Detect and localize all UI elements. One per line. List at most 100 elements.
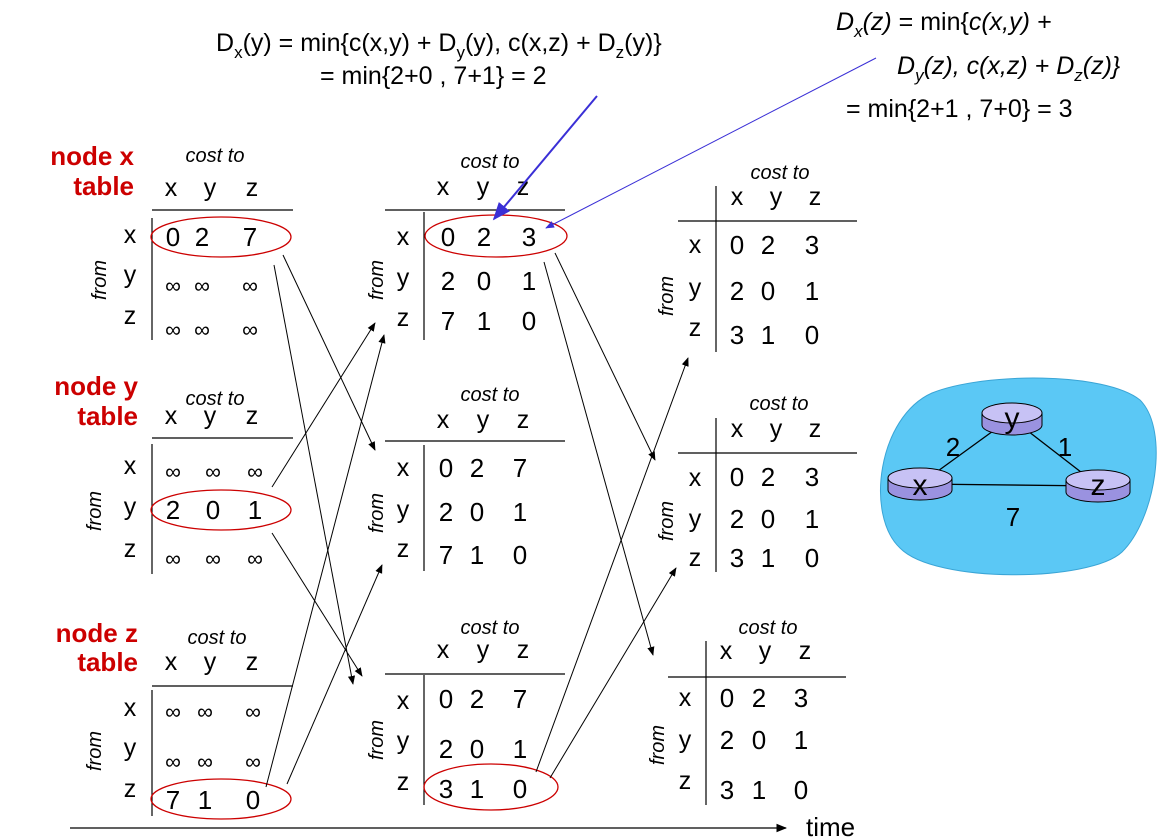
- arrow-c1y-to-c2z: [271, 532, 363, 677]
- cell-z-z: 0: [794, 775, 808, 805]
- cell-y-z: ∞: [245, 749, 261, 774]
- edge-x-z-cost: 7: [1006, 502, 1020, 532]
- row-header-x: x: [397, 223, 410, 251]
- row-header-y: y: [124, 493, 137, 521]
- cell-z-y: 1: [470, 540, 484, 570]
- column-header-y: y: [759, 637, 772, 665]
- from-label: from: [366, 260, 388, 300]
- cell-y-y: 0: [477, 266, 491, 296]
- cell-z-y: ∞: [194, 317, 210, 342]
- arrow-c2z-to-c3y: [549, 567, 677, 779]
- column-header-y: y: [477, 173, 490, 201]
- arrow-c2x-to-c3y: [554, 252, 656, 461]
- eq-right-sub-z: z: [1073, 66, 1083, 85]
- column-header-y: y: [204, 402, 217, 430]
- row-header-z: z: [397, 768, 410, 796]
- arrow-c2x-to-c3z: [543, 261, 655, 656]
- eq-right-sub-x: x: [853, 22, 863, 41]
- oval-c1z-row-z: [150, 778, 292, 820]
- router-z: z: [1065, 469, 1131, 503]
- cell-y-y: 0: [470, 734, 484, 764]
- column-header-x: x: [165, 402, 178, 430]
- column-header-z: z: [246, 402, 259, 430]
- from-label: from: [366, 720, 388, 760]
- column-header-y: y: [770, 415, 783, 443]
- row-header-y: y: [679, 726, 692, 754]
- row-header-x: x: [124, 221, 137, 249]
- cell-z-x: 3: [730, 543, 744, 573]
- cell-x-z: 7: [513, 453, 527, 483]
- eq-right-text2: = min{: [892, 8, 969, 36]
- cell-y-z: 1: [805, 504, 819, 534]
- edge-y-z-cost: 1: [1058, 432, 1072, 462]
- column-header-z: z: [809, 183, 822, 211]
- oval-c2z-row-z: [423, 763, 559, 811]
- column-header-z: z: [246, 648, 259, 676]
- node-z-label-line2: table: [77, 647, 138, 677]
- row-header-x: x: [124, 452, 137, 480]
- cell-z-y: 1: [470, 774, 484, 804]
- row-header-y: y: [689, 274, 702, 302]
- eq-left-sub-x: x: [234, 43, 243, 62]
- cell-x-x: 0: [166, 222, 180, 252]
- column-header-z: z: [246, 174, 259, 202]
- from-label: from: [656, 501, 678, 541]
- cell-y-z: 1: [805, 276, 819, 306]
- cell-z-z: 0: [513, 774, 527, 804]
- cell-z-x: 7: [166, 785, 180, 815]
- cell-z-z: ∞: [247, 546, 263, 571]
- cost-to-label: cost to: [461, 617, 520, 639]
- row-header-x: x: [689, 464, 702, 492]
- row-header-z: z: [124, 302, 137, 330]
- row-header-x: x: [397, 687, 410, 715]
- row-header-x: x: [679, 684, 692, 712]
- node-x-label-line2: table: [73, 171, 134, 201]
- row-header-z: z: [124, 535, 137, 563]
- cell-z-x: 3: [730, 320, 744, 350]
- row-header-y: y: [397, 727, 410, 755]
- cell-x-x: 0: [439, 684, 453, 714]
- column-header-x: x: [437, 406, 450, 434]
- cell-z-x: 3: [720, 775, 734, 805]
- pointer-eq-dx-z: [545, 57, 877, 229]
- cell-y-x: 2: [720, 725, 734, 755]
- column-header-x: x: [731, 183, 744, 211]
- cell-x-y: 2: [470, 453, 484, 483]
- column-header-z: z: [809, 415, 822, 443]
- cell-x-y: ∞: [197, 699, 213, 724]
- cell-y-y: ∞: [194, 273, 210, 298]
- node-y-label-line1: node y: [54, 371, 138, 401]
- cell-z-z: 0: [246, 785, 260, 815]
- eq-right-sub-y: y: [914, 66, 925, 85]
- cell-y-y: 0: [761, 276, 775, 306]
- eq-right-text1: (z): [863, 8, 892, 36]
- column-header-y: y: [204, 174, 217, 202]
- arrow-c2z-to-c3x: [535, 357, 689, 773]
- cell-z-y: 1: [477, 306, 491, 336]
- column-header-y: y: [770, 183, 783, 211]
- equation-dx-z: Dx(z) = min{c(x,y) + Dy(z), c(x,z) + Dz(…: [836, 8, 1120, 123]
- cell-z-y: 1: [761, 543, 775, 573]
- cell-x-y: 2: [195, 222, 209, 252]
- cell-z-x: 7: [439, 540, 453, 570]
- cell-y-z: 1: [513, 497, 527, 527]
- eq-left-text1: (y) = min{c(x,y) + D: [243, 29, 457, 57]
- eq-right-line3: = min{2+1 , 7+0} = 3: [846, 95, 1073, 123]
- node-x-label-line1: node x: [50, 141, 134, 171]
- eq-left-sub-z: z: [616, 43, 625, 62]
- row-header-z: z: [124, 775, 137, 803]
- network-graph: y x z 2 1 7: [880, 377, 1157, 576]
- cost-to-label: cost to: [186, 388, 245, 410]
- eq-left-text3: (y)}: [624, 29, 662, 57]
- cell-x-x: ∞: [165, 699, 181, 724]
- eq-right-d: D: [836, 8, 854, 36]
- router-x-label: x: [913, 469, 928, 502]
- cell-y-x: 2: [730, 504, 744, 534]
- cell-z-x: 3: [439, 774, 453, 804]
- cell-x-x: 0: [439, 453, 453, 483]
- network-cloud: [880, 377, 1157, 576]
